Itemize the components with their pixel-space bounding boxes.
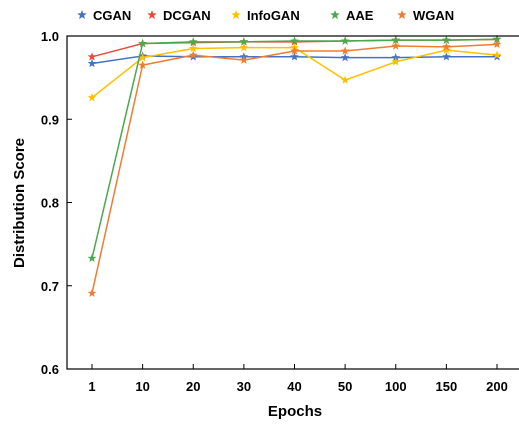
data-point-aae (290, 36, 299, 45)
y-tick-label: 1.0 (41, 29, 59, 44)
data-point-aae (391, 35, 401, 44)
data-point-aae (138, 38, 147, 48)
data-point-aae (340, 36, 350, 45)
legend-marker-dcgan (147, 10, 157, 20)
data-point-infogan (442, 45, 451, 54)
y-tick-label: 0.9 (41, 112, 59, 127)
legend-marker-aae (330, 10, 340, 20)
legend-label-wgan: WGAN (413, 8, 454, 23)
data-point-wgan (188, 50, 198, 59)
axes: 0.6 0.7 0.8 0.9 1.0 1 10 20 30 40 50 100 150 200 (41, 29, 519, 394)
y-tick-label: 0.8 (41, 196, 59, 211)
x-tick-label: 50 (338, 379, 352, 394)
legend-item-wgan: WGAN (397, 8, 454, 23)
data-point-wgan (391, 41, 401, 50)
x-tick-label: 1 (88, 379, 95, 394)
series-line-aae (91, 38, 498, 259)
series-cgan (87, 51, 502, 68)
data-point-infogan (239, 43, 249, 52)
x-tick-label: 100 (385, 379, 407, 394)
legend-label-dcgan: DCGAN (163, 8, 211, 23)
legend-item-dcgan: DCGAN (147, 8, 211, 23)
x-tick-label: 200 (486, 379, 508, 394)
data-point-cgan (442, 52, 451, 61)
data-point-aae (492, 34, 502, 44)
data-point-infogan (188, 43, 198, 53)
data-point-aae (239, 37, 249, 46)
data-point-aae (442, 35, 451, 44)
x-tick-label: 40 (287, 379, 301, 394)
legend: CGAN DCGAN InfoGAN AAE WGAN (77, 8, 454, 23)
data-point-aae (188, 37, 198, 46)
data-point-infogan (391, 57, 401, 66)
data-point-aae (87, 253, 97, 262)
x-tick-label: 150 (436, 379, 458, 394)
legend-item-cgan: CGAN (77, 8, 131, 23)
data-point-wgan (87, 288, 97, 297)
y-tick-label: 0.6 (41, 362, 59, 377)
data-point-wgan (492, 39, 502, 49)
series-line-wgan (91, 43, 498, 294)
data-point-dcgan (87, 52, 97, 61)
plot-frame (66, 35, 519, 370)
y-axis-label: Distribution Score (11, 138, 28, 268)
legend-marker-cgan (77, 10, 87, 20)
legend-item-infogan: InfoGAN (231, 8, 300, 23)
y-tick-label: 0.7 (41, 279, 59, 294)
legend-marker-wgan (397, 10, 407, 20)
data-point-wgan (442, 42, 451, 51)
data-point-infogan (138, 53, 147, 62)
data-point-cgan (290, 52, 299, 61)
data-point-wgan (138, 60, 147, 69)
data-point-infogan (340, 75, 350, 84)
data-point-cgan (340, 53, 350, 62)
x-tick-label: 10 (135, 379, 149, 394)
data-point-infogan (492, 50, 502, 59)
data-point-wgan (239, 55, 249, 64)
data-point-wgan (290, 46, 299, 55)
legend-item-aae: AAE (330, 8, 374, 23)
legend-label-cgan: CGAN (93, 8, 131, 23)
x-tick-label: 20 (186, 379, 200, 394)
data-point-wgan (340, 46, 350, 55)
data-point-infogan (87, 93, 97, 102)
legend-label-infogan: InfoGAN (247, 8, 300, 23)
series-aae (87, 34, 502, 262)
plot-area (87, 34, 502, 297)
legend-label-aae: AAE (346, 8, 374, 23)
series-wgan (87, 39, 502, 297)
x-tick-label: 30 (237, 379, 251, 394)
data-point-cgan (87, 58, 97, 68)
x-axis-label: Epochs (268, 403, 322, 420)
legend-marker-infogan (231, 10, 241, 20)
